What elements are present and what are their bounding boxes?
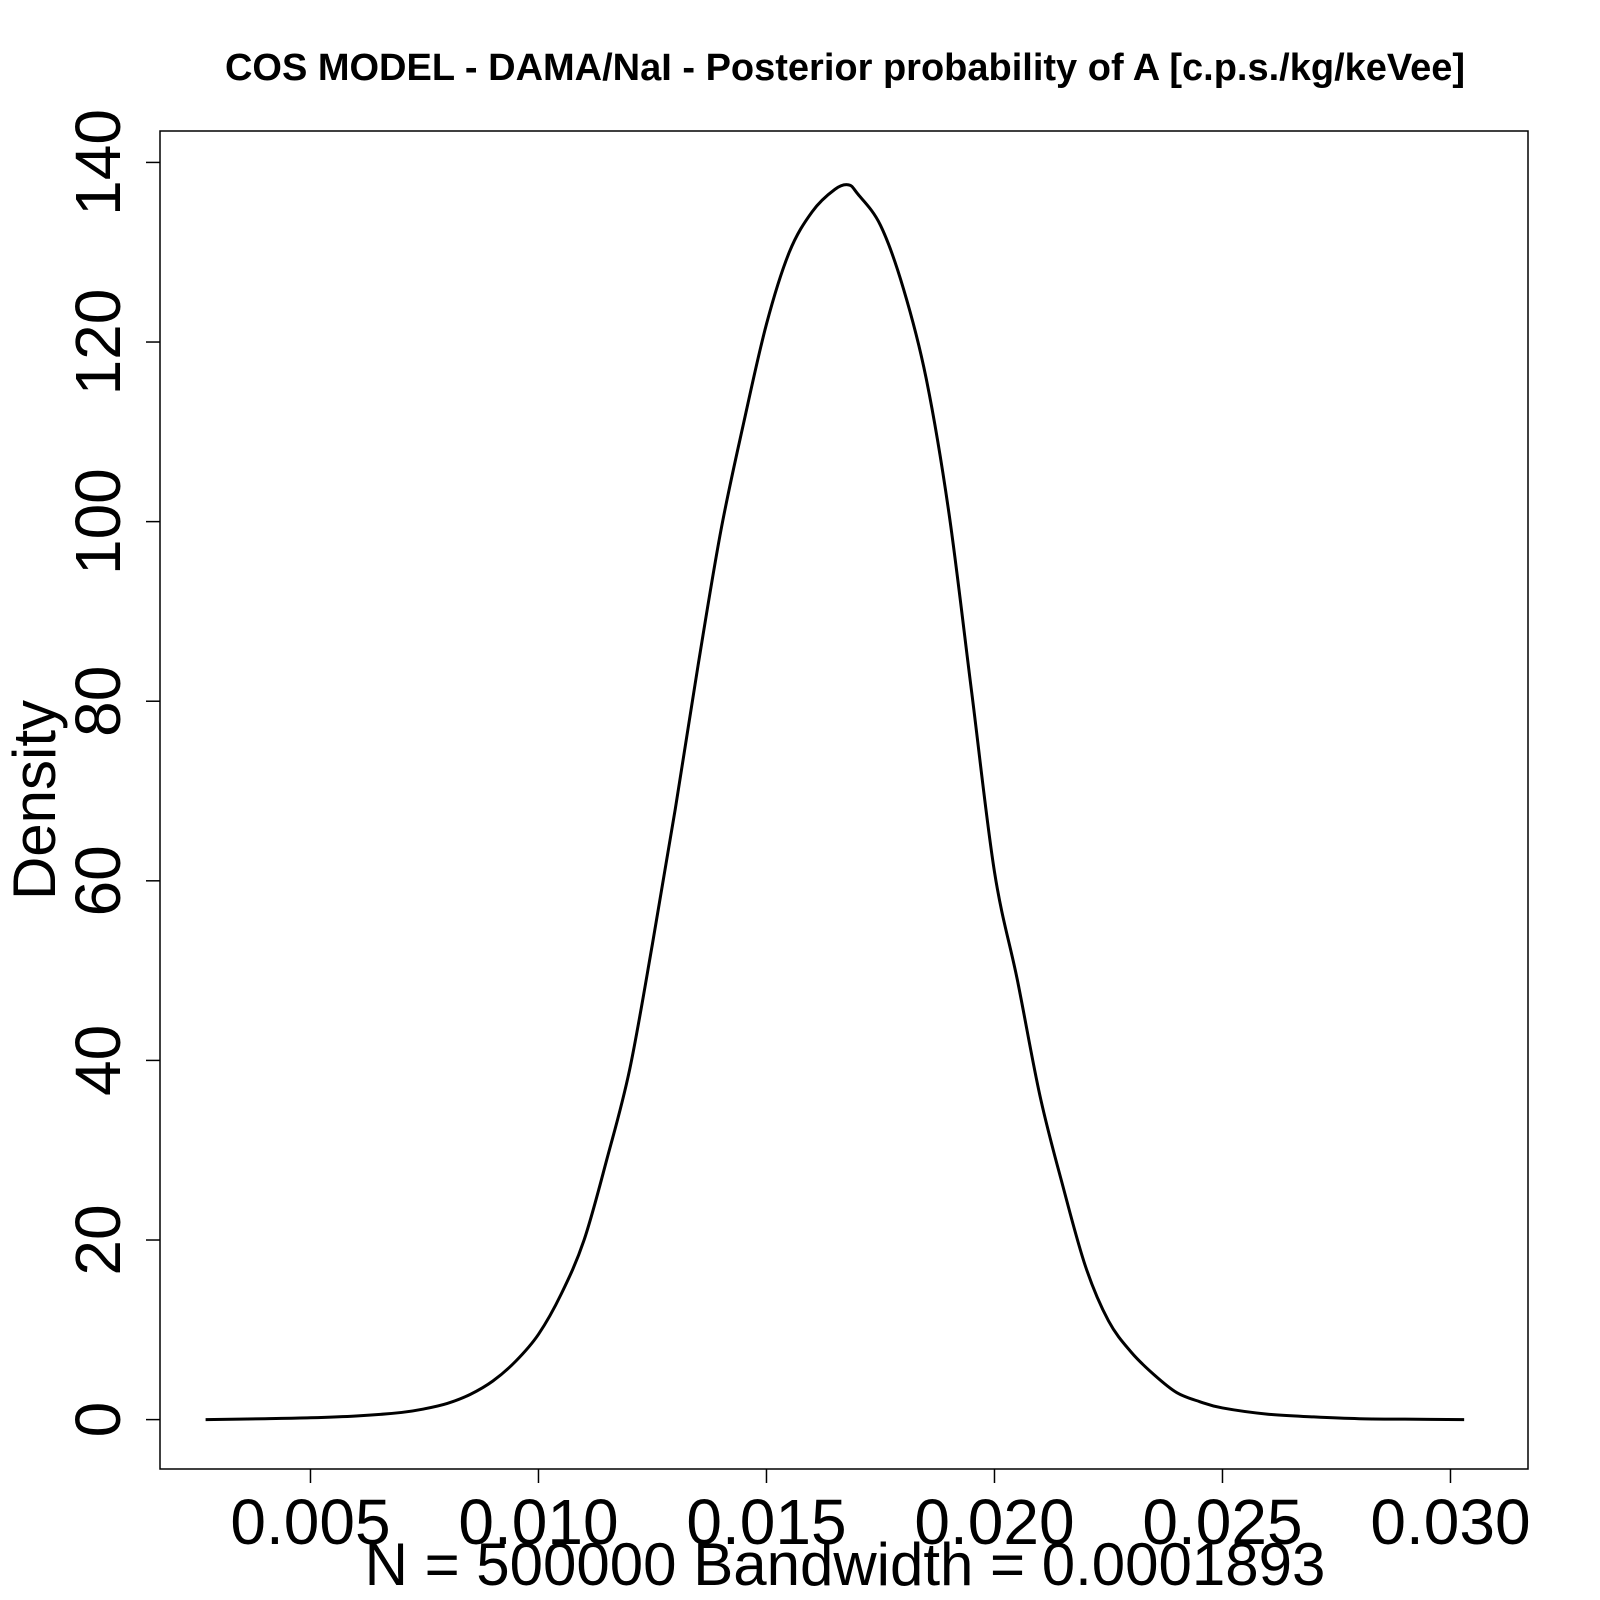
x-tick-label: 0.010 xyxy=(458,1486,618,1558)
plot-frame xyxy=(159,130,1529,1470)
x-tick-label: 0.005 xyxy=(230,1486,390,1558)
y-tick-label: 20 xyxy=(62,1204,134,1275)
y-axis-label: Density xyxy=(1,700,68,900)
x-tick-label: 0.030 xyxy=(1370,1486,1530,1558)
x-tick-label: 0.020 xyxy=(914,1486,1074,1558)
y-tick-label: 80 xyxy=(62,666,134,737)
y-tick-label: 40 xyxy=(62,1025,134,1096)
y-tick-label: 60 xyxy=(62,845,134,916)
x-tick-label: 0.025 xyxy=(1142,1486,1302,1558)
density-line xyxy=(205,183,1465,1422)
x-tick-label: 0.015 xyxy=(686,1486,846,1558)
x-axis-label: N = 500000 Bandwidth = 0.0001893 xyxy=(365,1531,1326,1598)
y-tick-label: 120 xyxy=(62,289,134,396)
y-tick-label: 100 xyxy=(62,468,134,575)
chart-title: COS MODEL - DAMA/NaI - Posterior probabi… xyxy=(225,47,1465,89)
y-tick-label: 0 xyxy=(62,1402,134,1438)
x-axis: 0.005 0.010 0.015 0.020 0.025 0.030 xyxy=(230,1469,1531,1558)
y-tick-label: 140 xyxy=(62,109,134,216)
y-axis: 0 20 40 60 80 100 120 140 xyxy=(62,109,160,1437)
